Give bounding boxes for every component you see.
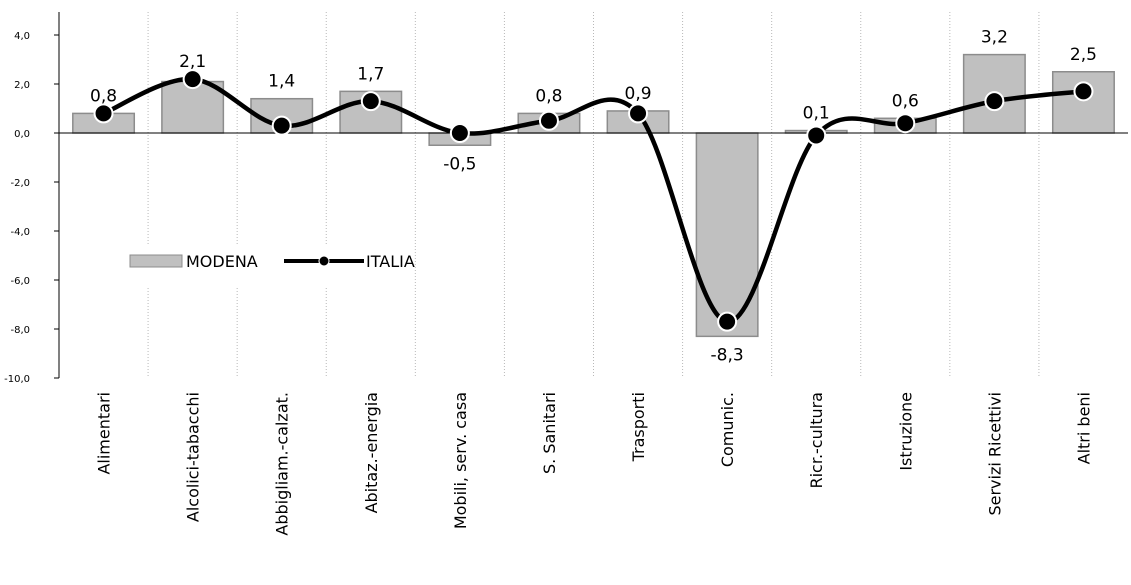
legend: MODENA ITALIA	[129, 252, 415, 271]
x-tick-label-trasporti: Trasporti	[629, 392, 648, 462]
y-tick-label: -8,0	[10, 325, 30, 336]
data-label-modena-comunic: -8,3	[711, 345, 744, 365]
point-italia-s-sanitari	[538, 110, 559, 131]
y-tick-label: -6,0	[10, 276, 30, 287]
bar-modena-altri-beni	[1051, 71, 1115, 134]
y-tick-label: -2,0	[10, 178, 30, 189]
y-tick-label: -10,0	[4, 374, 30, 385]
point-italia-ricr-cultura	[806, 125, 827, 146]
point-italia-mobili-serv-casa	[449, 123, 470, 143]
data-label-modena-abbigliam-calzat: 1,4	[268, 72, 295, 92]
point-italia-istruzione	[895, 113, 916, 134]
data-labels: 0,8 2,1 1,4 1,7 -0,5 0,8 0,9 -8,3 0,1 0,6 3,2 2,5	[90, 28, 1097, 366]
legend-label-italia: ITALIA	[366, 252, 415, 271]
data-label-modena-mobili-serv-casa: -0,5	[443, 154, 476, 174]
italia-line	[93, 69, 1094, 332]
point-italia-trasporti	[628, 103, 649, 124]
y-tick-label: 2,0	[14, 80, 30, 91]
data-label-modena-alcolici-tabacchi: 2,1	[179, 52, 206, 72]
point-italia-altri-beni	[1073, 81, 1094, 102]
x-tick-label-altri-beni: Altri beni	[1074, 392, 1093, 464]
y-tick-label: -4,0	[10, 227, 30, 238]
y-tick-label: 0,0	[14, 129, 30, 140]
data-label-modena-abitaz-energia: 1,7	[357, 64, 384, 84]
x-tick-label-comunic: Comunic.	[718, 392, 737, 467]
legend-swatch-modena	[129, 254, 183, 268]
grid	[147, 12, 1040, 378]
data-label-modena-servizi-ricettivi: 3,2	[981, 28, 1008, 48]
point-italia-alcolici-tabacchi	[182, 69, 203, 90]
x-tick-label-abitaz-energia: Abitaz.-energia	[362, 392, 381, 513]
point-italia-comunic	[717, 311, 738, 332]
y-ticks: 4,0 2,0 0,0 -2,0 -4,0 -6,0 -8,0 -10,0	[4, 31, 59, 385]
point-italia-alimentari	[93, 103, 114, 124]
data-label-modena-s-sanitari: 0,8	[535, 86, 562, 106]
x-tick-labels: Alimentari Alcolici-tabacchi Abbigliam.-ca…	[95, 392, 1094, 536]
x-tick-label-ricr-cultura: Ricr.-cultura	[807, 392, 826, 489]
axes	[58, 12, 1128, 378]
data-label-modena-trasporti: 0,9	[625, 84, 652, 104]
x-tick-label-istruzione: Istruzione	[896, 392, 915, 471]
y-tick-label: 4,0	[14, 31, 30, 42]
x-tick-label-abbigliam-calzat: Abbigliam.-calzat.	[273, 392, 292, 536]
legend-marker-italia	[318, 255, 330, 267]
x-tick-label-mobili-serv-casa: Mobili, serv. casa	[451, 392, 470, 529]
point-italia-abbigliam-calzat	[271, 115, 292, 136]
bar-modena-comunic	[695, 132, 759, 338]
point-italia-abitaz-energia	[360, 91, 381, 112]
x-tick-label-alcolici-tabacchi: Alcolici-tabacchi	[184, 392, 203, 522]
data-label-modena-istruzione: 0,6	[892, 91, 919, 111]
data-label-modena-altri-beni: 2,5	[1070, 45, 1097, 65]
x-tick-label-s-sanitari: S. Sanitari	[540, 392, 559, 474]
bar-modena-alcolici-tabacchi	[161, 80, 225, 134]
point-italia-servizi-ricettivi	[984, 91, 1005, 112]
data-label-modena-ricr-cultura: 0,1	[803, 104, 830, 124]
data-label-modena-alimentari: 0,8	[90, 86, 117, 106]
x-tick-label-servizi-ricettivi: Servizi Ricettivi	[985, 392, 1004, 516]
legend-label-modena: MODENA	[186, 252, 258, 271]
x-tick-label-alimentari: Alimentari	[95, 392, 114, 475]
